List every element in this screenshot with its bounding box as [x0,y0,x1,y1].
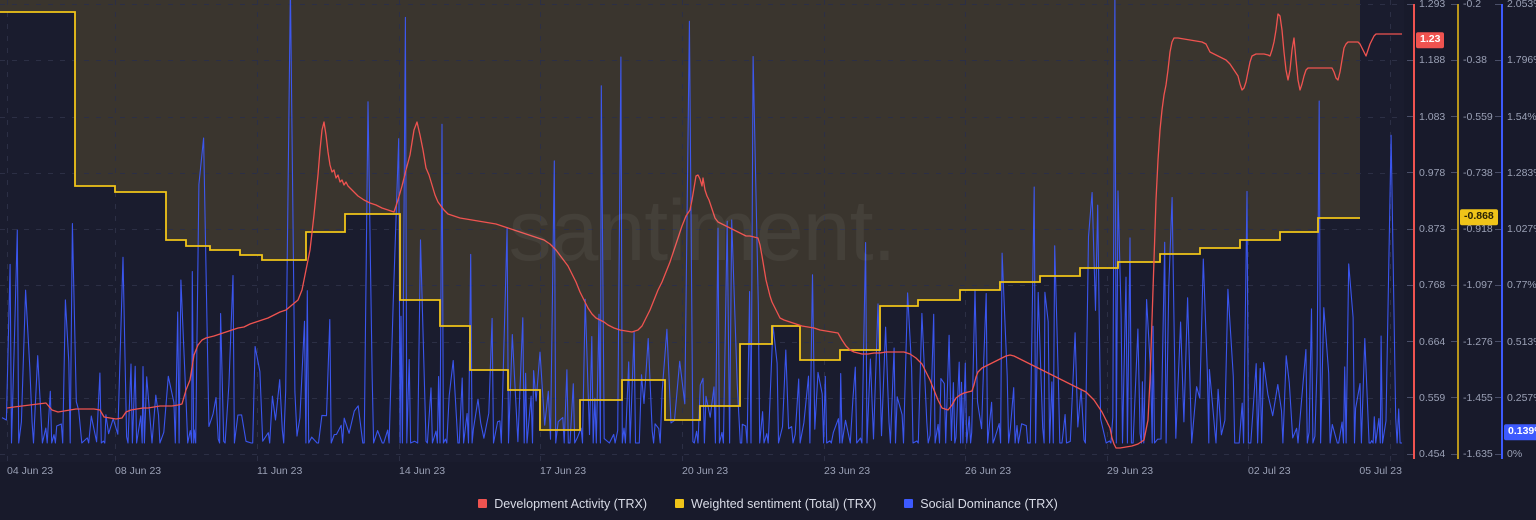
axis-tick-label: 1.293 [1419,0,1446,10]
x-axis-label: 29 Jun 23 [1107,465,1154,477]
legend-item-weighted-sentiment[interactable]: Weighted sentiment (Total) (TRX) [675,497,876,511]
axis-tick-mark [1495,3,1501,5]
axis-tick-label: 1.283% [1507,166,1536,179]
axis-tick-label: -1.276 [1463,335,1493,348]
x-axis-label: 05 Jul 23 [1359,465,1402,477]
legend-label: Social Dominance (TRX) [920,496,1058,511]
axis-tick-label: 0.664 [1419,335,1446,348]
axis-tick-label: 0% [1507,448,1523,460]
axis-tick-mark [1451,59,1457,61]
axis-tick-mark [1451,228,1457,230]
x-axis-label: 23 Jun 23 [824,465,871,477]
axis-tick-label: -0.738 [1463,166,1493,179]
axis-tick-label: 1.54% [1507,110,1536,123]
axis-tick-mark [1495,284,1501,286]
axis-tick-label: 0.257% [1507,391,1536,404]
axis-tick-label: 0.454 [1419,448,1446,460]
axis-tick-mark [1451,397,1457,399]
plot-area[interactable]: santiment. [0,0,1404,462]
axis-tick-label: -1.455 [1463,391,1493,404]
x-axis-label: 17 Jun 23 [540,465,587,477]
x-axis-label: 04 Jun 23 [7,465,54,477]
axis-tick-mark [1407,59,1413,61]
chart-legend: Development Activity (TRX) Weighted senti… [0,487,1536,520]
axis-tick-mark [1495,172,1501,174]
axis-tick-mark [1407,284,1413,286]
weighted-sentiment-line [0,11,1360,431]
chart-svg [0,0,1404,462]
axis-tick-mark [1407,341,1413,342]
legend-swatch-icon [904,499,914,508]
axis-tick-label: 1.027% [1507,223,1536,235]
weighted-sentiment-axis[interactable]: -0.2 -0.38 -0.559 -0.738 -0.918 -1.097 -1.276 -… [1448,0,1498,462]
social-dominance-line [1,0,1402,444]
axis-tick-mark [1495,397,1501,399]
axis-tick-mark [1407,228,1413,230]
axis-tick-mark [1407,397,1413,399]
axis-tick-label: 0.768 [1419,279,1446,292]
development-activity-line [6,13,1402,449]
x-axis-label: 14 Jun 23 [399,465,446,477]
axis-tick-mark [1451,284,1457,286]
legend-label: Development Activity (TRX) [494,496,648,511]
axis-tick-mark [1407,116,1413,117]
development-activity-axis[interactable]: 1.293 1.188 1.083 0.978 0.873 0.768 0.664 0.559… [1404,0,1448,462]
current-value-badge: 0.139% [1504,424,1536,440]
axis-tick-label: 0.873 [1419,223,1446,235]
x-axis: 04 Jun 23 08 Jun 23 11 Jun 23 14 Jun 23 17 J… [0,462,1404,486]
axis-tick-label: -1.635 [1463,448,1493,460]
legend-swatch-icon [478,499,488,508]
axis-tick-mark [1407,3,1413,5]
axis-tick-mark [1495,59,1501,61]
axis-tick-mark [1407,453,1413,455]
axis-tick-label: -0.918 [1463,223,1493,235]
axis-tick-mark [1495,116,1501,117]
axis-tick-label: 0.77% [1507,279,1536,292]
axis-tick-label: 1.083 [1419,110,1446,123]
legend-label: Weighted sentiment (Total) (TRX) [691,496,877,511]
axis-tick-mark [1495,228,1501,230]
x-axis-label: 20 Jun 23 [682,465,729,477]
x-axis-label: 26 Jun 23 [965,465,1012,477]
social-dominance-axis[interactable]: 2.053% 1.796% 1.54% 1.283% 1.027% 0.77% 0.513%… [1492,0,1536,462]
axis-tick-mark [1451,116,1457,117]
axis-tick-label: 0.559 [1419,391,1446,404]
y-axes-group: 1.293 1.188 1.083 0.978 0.873 0.768 0.664 0.559… [1404,0,1536,462]
axis-tick-label: -0.38 [1463,54,1487,67]
axis-tick-mark [1451,3,1457,5]
current-value-badge: 1.23 [1416,32,1445,48]
axis-spine [1501,4,1503,459]
axis-tick-label: 1.188 [1419,54,1446,67]
legend-item-social-dominance[interactable]: Social Dominance (TRX) [904,497,1058,511]
weighted-sentiment-area-fill [0,0,1360,430]
legend-item-dev-activity[interactable]: Development Activity (TRX) [478,497,647,511]
legend-swatch-icon [675,499,685,508]
current-value-badge: -0.868 [1460,209,1498,225]
axis-tick-mark [1451,172,1457,174]
axis-tick-mark [1407,172,1413,174]
x-axis-label: 08 Jun 23 [115,465,162,477]
x-axis-label: 11 Jun 23 [257,465,303,477]
x-axis-label: 02 Jul 23 [1248,465,1291,477]
axis-tick-label: 2.053% [1507,0,1536,10]
axis-tick-label: 1.796% [1507,54,1536,67]
axis-tick-label: -0.2 [1463,0,1482,10]
axis-tick-label: -1.097 [1463,279,1493,292]
axis-spine [1457,4,1459,459]
axis-tick-mark [1451,453,1457,455]
axis-tick-mark [1451,341,1457,342]
axis-tick-mark [1495,453,1501,455]
axis-tick-mark [1495,341,1501,342]
axis-spine [1413,4,1415,459]
axis-tick-label: 0.513% [1507,335,1536,348]
axis-tick-label: 0.978 [1419,166,1446,179]
axis-tick-label: -0.559 [1463,110,1493,123]
